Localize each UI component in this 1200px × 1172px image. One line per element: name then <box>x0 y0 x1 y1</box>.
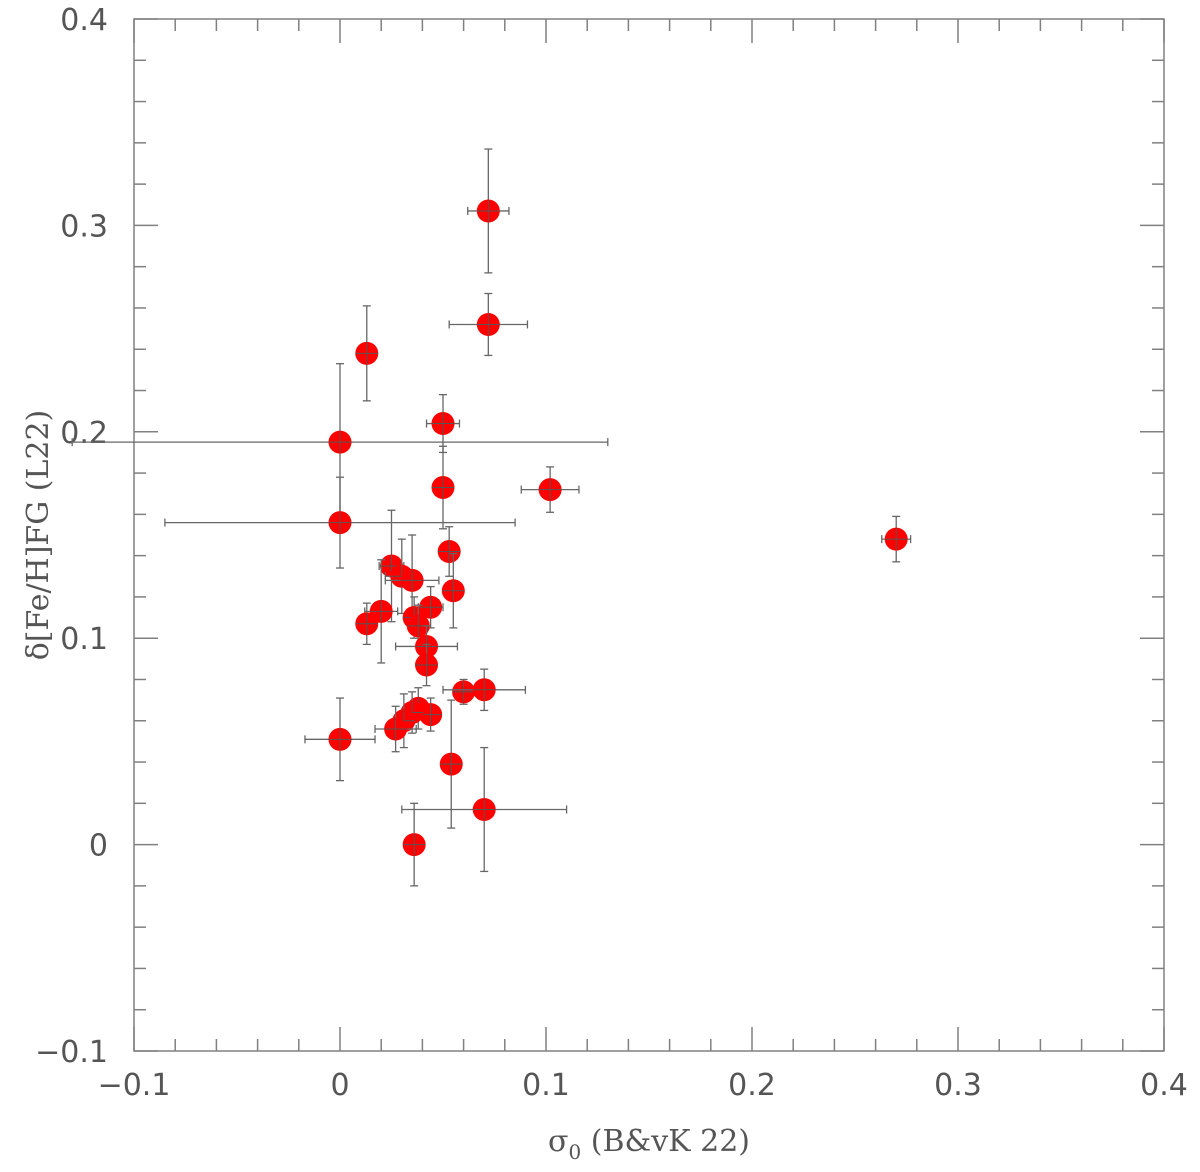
data-point <box>374 705 417 753</box>
data-point <box>406 604 430 648</box>
data-point <box>355 602 379 646</box>
plot-frame <box>133 18 1165 1052</box>
data-point <box>419 697 443 732</box>
y-tick-label: 0.4 <box>60 3 108 38</box>
data-point <box>402 802 426 887</box>
y-tick-label: 0 <box>89 829 108 864</box>
data-point <box>467 148 510 274</box>
y-axis-label: δ[Fe/H]FG (L22) <box>21 410 56 661</box>
y-tick-label: 0.2 <box>60 416 108 451</box>
data-point <box>304 697 376 782</box>
data-point <box>439 699 463 829</box>
x-axis-label: σ0 (B&vK 22) <box>548 1124 750 1164</box>
tick-labels: −0.1 0 0.1 0.2 0.3 0.4 −0.1 0 0.1 0.2 0.3 0.4 <box>35 3 1188 1103</box>
data-point <box>452 678 476 705</box>
data-point <box>520 466 580 513</box>
data-point <box>437 526 461 577</box>
data-point <box>431 445 455 530</box>
y-tick-label: −0.1 <box>35 1035 108 1070</box>
x-tick-label: 0.1 <box>522 1068 570 1103</box>
data-point <box>881 515 912 563</box>
x-tick-label: 0.2 <box>728 1068 776 1103</box>
x-tick-label: 0 <box>330 1068 349 1103</box>
data-point <box>415 643 439 687</box>
y-tick-label: 0.1 <box>60 622 108 657</box>
data-point <box>448 292 529 357</box>
data-point <box>442 668 527 712</box>
data-point <box>425 393 461 454</box>
x-tick-label: 0.3 <box>934 1068 982 1103</box>
x-tick-label: −0.1 <box>98 1068 171 1103</box>
data-point <box>401 746 568 873</box>
y-tick-label: 0.3 <box>60 209 108 244</box>
data-point <box>164 476 516 569</box>
x-tick-label: 0.4 <box>1140 1068 1188 1103</box>
data-points <box>71 148 912 887</box>
data-point <box>355 305 379 402</box>
axis-ticks <box>133 18 1165 1052</box>
data-point <box>441 552 465 629</box>
